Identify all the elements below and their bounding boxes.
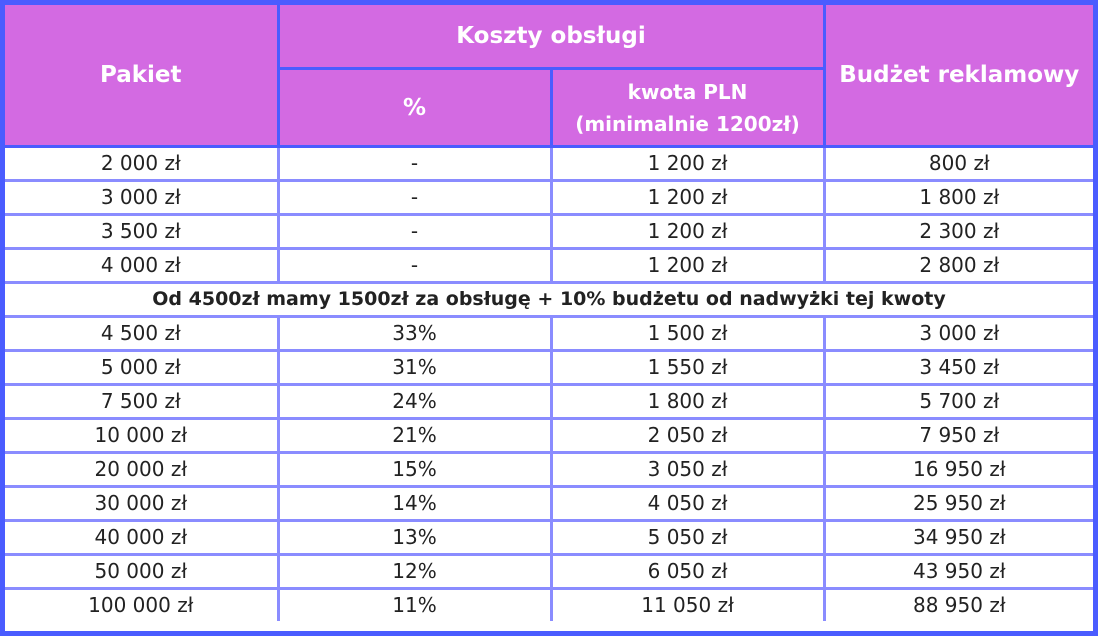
percent-cell: 12% [276,553,553,590]
pricing-table: Pakiet Koszty obsługi Budżet reklamowy %… [5,5,1094,621]
percent-cell: 15% [276,451,553,488]
table-row: 2 000 zł -1 200 zł 800 zł [5,145,1094,182]
header-budzet-reklamowy: Budżet reklamowy [822,5,1094,148]
table-row: 50 000 zł 12% 6 050 zł 43 950 zł [5,553,1094,590]
budzet-cell: 25 950 zł [822,485,1094,522]
kwota-cell: 5 050 zł [549,519,826,556]
percent-cell: 14% [276,485,553,522]
percent-cell: 24% [276,383,553,420]
percent-cell: 33% [276,315,553,352]
table-row: 30 000 zł 14% 4 050 zł 25 950 zł [5,485,1094,522]
kwota-cell: 1 200 zł [549,213,826,250]
header-kwota-line1: kwota PLN [627,79,748,104]
note-text: Od 4500zł mamy 1500zł za obsługę + 10% b… [5,281,1094,318]
percent-cell: - [276,145,553,182]
pakiet-cell: 4 500 zł [5,315,280,352]
pakiet-cell: 100 000 zł [5,587,280,621]
kwota-cell: 1 800 zł [549,383,826,420]
percent-cell: 11% [276,587,553,621]
table-row: 3 000 zł -1 200 zł 1 800 zł [5,179,1094,216]
header-kwota: kwota PLN (minimalnie 1200zł) [549,67,825,148]
budzet-cell: 34 950 zł [822,519,1094,556]
header-pakiet: Pakiet [5,5,280,148]
percent-cell: - [276,179,553,216]
kwota-cell: 1 200 zł [549,145,826,182]
budzet-cell: 5 700 zł [822,383,1094,420]
percent-cell: - [276,213,553,250]
table-row: 4 000 zł -1 200 zł 2 800 zł [5,247,1094,284]
budzet-cell: 3 450 zł [822,349,1094,386]
table-row: 5 000 zł 31% 1 550 zł 3 450 zł [5,349,1094,386]
percent-cell: - [276,247,553,284]
pakiet-cell: 50 000 zł [5,553,280,590]
budzet-cell: 16 950 zł [822,451,1094,488]
budzet-cell: 88 950 zł [822,587,1094,621]
pakiet-cell: 10 000 zł [5,417,280,454]
kwota-cell: 6 050 zł [549,553,826,590]
budzet-cell: 43 950 zł [822,553,1094,590]
percent-cell: 21% [276,417,553,454]
table-row: 4 500 zł 33% 1 500 zł 3 000 zł [5,315,1094,352]
kwota-cell: 4 050 zł [549,485,826,522]
budzet-cell: 2 800 zł [822,247,1094,284]
pakiet-cell: 3 000 zł [5,179,280,216]
table-row: 40 000 zł 13% 5 050 zł 34 950 zł [5,519,1094,556]
budzet-cell: 2 300 zł [822,213,1094,250]
pakiet-cell: 40 000 zł [5,519,280,556]
pakiet-cell: 7 500 zł [5,383,280,420]
kwota-cell: 3 050 zł [549,451,826,488]
budzet-cell: 7 950 zł [822,417,1094,454]
pakiet-cell: 20 000 zł [5,451,280,488]
percent-cell: 31% [276,349,553,386]
percent-cell: 13% [276,519,553,556]
table-row: 7 500 zł 24% 1 800 zł 5 700 zł [5,383,1094,420]
kwota-cell: 1 200 zł [549,179,826,216]
kwota-cell: 1 550 zł [549,349,826,386]
budzet-cell: 800 zł [822,145,1094,182]
table-row: 100 000 zł 11% 11 050 zł 88 950 zł [5,587,1094,621]
pakiet-cell: 4 000 zł [5,247,280,284]
kwota-cell: 1 200 zł [549,247,826,284]
kwota-cell: 1 500 zł [549,315,826,352]
header-koszty-obslugi: Koszty obsługi [276,5,826,70]
pakiet-cell: 3 500 zł [5,213,280,250]
kwota-cell: 11 050 zł [549,587,826,621]
table-row: 10 000 zł 21% 2 050 zł 7 950 zł [5,417,1094,454]
table-row: 3 500 zł -1 200 zł 2 300 zł [5,213,1094,250]
budzet-cell: 1 800 zł [822,179,1094,216]
pakiet-cell: 5 000 zł [5,349,280,386]
note-row: Od 4500zł mamy 1500zł za obsługę + 10% b… [5,281,1094,318]
header-percent: % [278,67,553,148]
table-row: 20 000 zł 15% 3 050 zł 16 950 zł [5,451,1094,488]
pakiet-cell: 2 000 zł [5,145,280,182]
header-kwota-line2: (minimalnie 1200zł) [575,111,800,136]
budzet-cell: 3 000 zł [822,315,1094,352]
kwota-cell: 2 050 zł [549,417,826,454]
pakiet-cell: 30 000 zł [5,485,280,522]
